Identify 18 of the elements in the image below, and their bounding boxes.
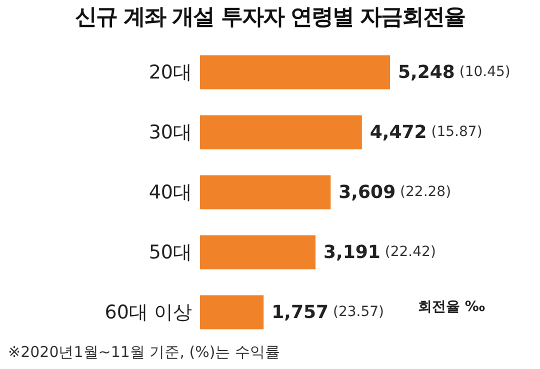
- data-label: 4,472 (15.87): [370, 122, 482, 143]
- data-label: 3,609 (22.28): [338, 182, 452, 203]
- y-tick-label: 60대 이상: [104, 302, 192, 324]
- text: ※2020년1월~11월 기준, (%)는 수익률: [8, 343, 280, 362]
- bar: [200, 295, 264, 330]
- y-tick-label: 20대: [148, 62, 192, 84]
- bar: [200, 235, 316, 270]
- data-label: 3,191 (22.42): [324, 242, 436, 263]
- chart-title: 신규 계좌 개설 투자자 연령별 자금회전율: [74, 4, 466, 32]
- text: 회전율 ‰: [418, 298, 486, 316]
- bar: [200, 55, 390, 90]
- bar: [200, 175, 331, 210]
- data-label: 5,248 (10.45): [398, 62, 510, 83]
- bar: [200, 115, 362, 150]
- data-label: 1,757 (23.57): [272, 302, 384, 323]
- y-tick-label: 30대: [148, 122, 192, 144]
- y-tick-label: 40대: [148, 182, 192, 204]
- y-tick-label: 50대: [148, 242, 192, 264]
